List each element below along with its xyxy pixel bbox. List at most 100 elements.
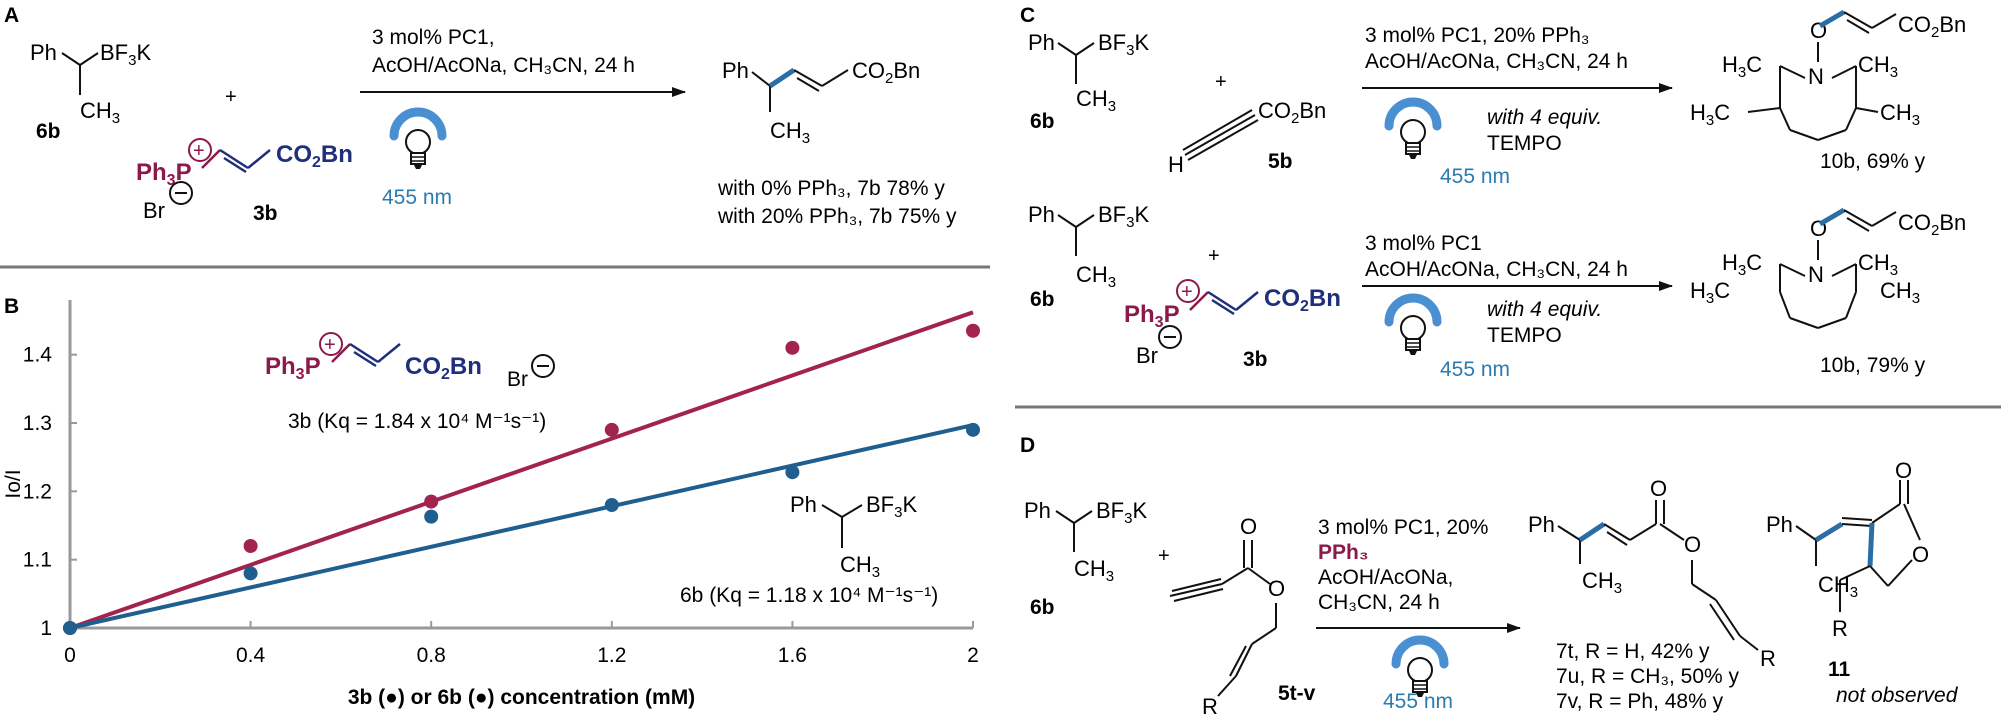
svg-text:CO2Bn: CO2Bn xyxy=(405,353,482,383)
svg-text:BF3K: BF3K xyxy=(100,40,151,69)
svg-text:O: O xyxy=(1650,476,1667,501)
d-label-5tv: 5t-v xyxy=(1278,682,1316,705)
d-label-11: 11 xyxy=(1828,658,1851,681)
point-3b xyxy=(243,539,258,553)
d-yield-7u: 7u, R = CH₃, 50% y xyxy=(1556,665,1740,688)
svg-text:BF3K: BF3K xyxy=(866,492,917,521)
panel-letter-c: C xyxy=(1020,4,1035,27)
svg-text:CH3: CH3 xyxy=(770,118,810,147)
svg-text:+: + xyxy=(324,334,336,356)
svg-text:+: + xyxy=(1181,281,1193,303)
svg-text:N: N xyxy=(1808,64,1824,89)
x-tick-label: 0 xyxy=(64,644,76,667)
c-top-label-6b: 6b xyxy=(1030,110,1055,133)
panel-c: C Ph BF3K CH3 6b + H CO2Bn 5b 3 mol% PC1… xyxy=(1020,4,1966,381)
d-label-6b: 6b xyxy=(1030,596,1055,619)
svg-text:CH3: CH3 xyxy=(1880,278,1920,307)
svg-text:O: O xyxy=(1912,542,1929,567)
svg-text:CH3: CH3 xyxy=(840,552,880,581)
svg-text:O: O xyxy=(1895,458,1912,483)
point-3b xyxy=(424,494,439,509)
point-3b xyxy=(604,422,619,437)
panel-letter-d: D xyxy=(1020,434,1035,457)
svg-text:+: + xyxy=(1208,245,1220,267)
light-bulb-icon xyxy=(394,112,442,169)
svg-text:CH3: CH3 xyxy=(1074,556,1114,585)
svg-text:H3C: H3C xyxy=(1690,100,1730,129)
svg-text:Ph: Ph xyxy=(1528,512,1555,537)
c-top-10b-structure: O CO2Bn N H3C CH3 H3C CH3 xyxy=(1690,9,1966,141)
c-top-light-bulb-icon xyxy=(1389,102,1437,159)
d-conditions-line2: PPh₃ xyxy=(1318,541,1369,564)
yield-a-1: with 0% PPh₃, 7b 78% y xyxy=(717,177,945,200)
d-conditions-line1: 3 mol% PC1, 20% xyxy=(1318,516,1488,539)
svg-text:CO2Bn: CO2Bn xyxy=(852,58,920,87)
svg-text:Br: Br xyxy=(507,368,528,391)
c-bottom-light: 455 nm xyxy=(1440,358,1510,381)
conditions-a-line1: 3 mol% PC1, xyxy=(372,26,495,49)
d-not-observed: not observed xyxy=(1836,684,1959,707)
svg-text:CH3: CH3 xyxy=(80,98,120,127)
x-tick-label: 2 xyxy=(967,644,979,667)
y-tick-label: 1 xyxy=(40,617,52,640)
c-bottom-additive1: with 4 equiv. xyxy=(1487,298,1602,321)
legend-6b-structure: Ph BF3K CH3 xyxy=(790,492,917,581)
svg-text:CH3: CH3 xyxy=(1880,100,1920,129)
c-bottom-yield: 10b, 79% y xyxy=(1820,354,1926,377)
x-tick-label: 0.8 xyxy=(417,644,446,667)
svg-text:BF3K: BF3K xyxy=(1096,498,1147,527)
product-7b-structure: Ph CO2Bn CH3 xyxy=(722,58,920,147)
legend-3b-label: 3b (Kq = 1.84 x 10⁴ M⁻¹s⁻¹) xyxy=(288,410,546,433)
y-tick-label: 1.4 xyxy=(23,344,53,367)
d-yield-7t: 7t, R = H, 42% y xyxy=(1556,640,1710,663)
y-axis-label: Io/I xyxy=(2,469,25,498)
reactant-3b-structure: + Ph3P CO2Bn Br xyxy=(136,138,353,223)
y-tick-label: 1.2 xyxy=(23,480,52,503)
legend-3b-structure: + Ph3P CO2Bn Br xyxy=(265,332,555,391)
c-bottom-conditions-line1: 3 mol% PC1 xyxy=(1365,232,1482,255)
svg-text:R: R xyxy=(1832,616,1848,641)
d-conditions-line4: CH₃CN, 24 h xyxy=(1318,591,1440,614)
light-a: 455 nm xyxy=(382,186,452,209)
plus-a: + xyxy=(225,86,237,108)
svg-text:O: O xyxy=(1240,514,1257,539)
conditions-a-line2: AcOH/AcONa, CH₃CN, 24 h xyxy=(372,54,635,77)
point-6b xyxy=(966,422,980,437)
fit-line-6b xyxy=(69,423,974,630)
svg-text:CH3: CH3 xyxy=(1858,250,1898,279)
point-6b xyxy=(785,465,800,480)
d-11-structure: Ph O O R CH3 xyxy=(1766,458,1929,641)
c-top-additive2: TEMPO xyxy=(1487,132,1562,155)
svg-text:CO2Bn: CO2Bn xyxy=(1264,285,1341,315)
reactant-6b-structure: Ph BF3K CH3 xyxy=(30,40,151,127)
svg-text:R: R xyxy=(1760,646,1776,671)
point-6b xyxy=(604,498,619,512)
x-axis-label: 3b (●) or 6b (●) concentration (mM) xyxy=(348,686,695,709)
svg-text:+: + xyxy=(1158,545,1170,567)
d-6b-structure: Ph BF3K CH3 xyxy=(1024,498,1147,585)
panel-letter-a: A xyxy=(4,4,19,27)
c-bottom-label-6b: 6b xyxy=(1030,288,1055,311)
c-top-additive1: with 4 equiv. xyxy=(1487,106,1602,129)
svg-text:Ph: Ph xyxy=(30,40,57,65)
c-bottom-6b-structure: Ph BF3K CH3 xyxy=(1028,202,1149,291)
svg-text:CH3: CH3 xyxy=(1076,262,1116,291)
svg-text:BF3K: BF3K xyxy=(1098,30,1149,59)
d-conditions-line3: AcOH/AcONa, xyxy=(1318,566,1453,589)
fit-line-3b xyxy=(69,310,974,630)
d-7tv-structure: Ph O O R CH3 xyxy=(1528,476,1776,671)
c-top-6b-structure: Ph BF3K CH3 xyxy=(1028,30,1149,115)
label-6b-a: 6b xyxy=(36,120,61,143)
svg-text:H3C: H3C xyxy=(1690,278,1730,307)
point-3b xyxy=(785,340,800,355)
svg-text:H3C: H3C xyxy=(1722,52,1762,81)
c-top-yield: 10b, 69% y xyxy=(1820,150,1926,173)
svg-text:CH3: CH3 xyxy=(1582,568,1622,597)
x-tick-label: 0.4 xyxy=(236,644,266,667)
svg-text:Ph: Ph xyxy=(1028,30,1055,55)
c-bottom-10b-structure: O CO2Bn N H3C CH3 H3C CH3 xyxy=(1690,207,1966,329)
yield-a-2: with 20% PPh₃, 7b 75% y xyxy=(717,205,957,228)
c-bottom-additive2: TEMPO xyxy=(1487,324,1562,347)
panel-letter-b: B xyxy=(4,295,19,318)
svg-text:CH3: CH3 xyxy=(1858,52,1898,81)
